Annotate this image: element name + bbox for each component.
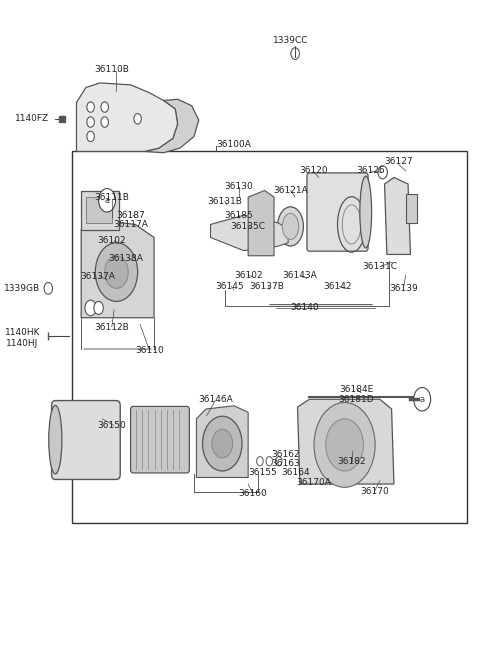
- Circle shape: [257, 457, 263, 466]
- Text: 1140FZ: 1140FZ: [15, 114, 49, 123]
- Bar: [81, 191, 119, 230]
- Text: 36163: 36163: [271, 458, 300, 468]
- Text: 36137B: 36137B: [250, 282, 285, 291]
- Text: 36110: 36110: [135, 346, 164, 355]
- Text: 36112B: 36112B: [95, 323, 129, 332]
- Circle shape: [212, 429, 233, 458]
- Circle shape: [87, 131, 95, 141]
- Text: 36138A: 36138A: [108, 254, 144, 263]
- Polygon shape: [196, 405, 248, 477]
- Polygon shape: [298, 400, 394, 484]
- Text: 36131C: 36131C: [362, 263, 397, 271]
- Text: 36131B: 36131B: [207, 197, 242, 206]
- Text: 36162: 36162: [272, 450, 300, 459]
- Polygon shape: [211, 215, 288, 251]
- Text: 1339CC: 1339CC: [273, 36, 308, 45]
- Circle shape: [291, 48, 300, 60]
- Text: 36145: 36145: [215, 282, 244, 291]
- Polygon shape: [81, 220, 154, 318]
- Text: 36137A: 36137A: [80, 272, 115, 281]
- Polygon shape: [144, 99, 199, 153]
- Text: 36111B: 36111B: [95, 193, 129, 202]
- Ellipse shape: [360, 176, 372, 248]
- Polygon shape: [384, 178, 410, 254]
- Text: a: a: [420, 395, 425, 403]
- Polygon shape: [248, 191, 274, 255]
- Circle shape: [85, 300, 96, 316]
- Text: 36110B: 36110B: [95, 66, 129, 75]
- FancyBboxPatch shape: [51, 401, 120, 479]
- Ellipse shape: [282, 214, 299, 240]
- Text: 36140: 36140: [290, 303, 319, 312]
- Text: 36127: 36127: [384, 157, 413, 166]
- Text: 36102: 36102: [97, 236, 126, 245]
- Text: a: a: [105, 196, 109, 205]
- Text: 36102: 36102: [234, 271, 263, 280]
- Bar: [86, 197, 112, 223]
- Circle shape: [266, 457, 273, 466]
- Circle shape: [203, 416, 242, 471]
- Ellipse shape: [49, 405, 62, 474]
- Circle shape: [378, 166, 387, 179]
- Text: 36155: 36155: [248, 468, 276, 477]
- Circle shape: [314, 403, 375, 487]
- Ellipse shape: [277, 207, 303, 246]
- Text: 36126: 36126: [356, 166, 385, 176]
- Circle shape: [101, 117, 108, 127]
- Text: 36150: 36150: [97, 421, 126, 430]
- Circle shape: [276, 457, 282, 466]
- Text: 36142: 36142: [323, 282, 352, 291]
- Circle shape: [414, 388, 431, 411]
- FancyBboxPatch shape: [131, 406, 190, 473]
- Text: 36120: 36120: [300, 166, 328, 176]
- Text: 36187: 36187: [116, 211, 145, 220]
- Text: 36181D: 36181D: [338, 395, 374, 403]
- Text: 36135C: 36135C: [231, 222, 265, 231]
- Text: 36164: 36164: [281, 468, 310, 477]
- Text: 36146A: 36146A: [198, 395, 233, 403]
- Circle shape: [134, 113, 142, 124]
- Text: 36130: 36130: [224, 182, 253, 191]
- FancyBboxPatch shape: [307, 173, 368, 251]
- Text: 1339GB: 1339GB: [4, 284, 40, 293]
- Text: 36185: 36185: [224, 211, 253, 220]
- Circle shape: [105, 255, 128, 288]
- Text: 36170A: 36170A: [297, 478, 331, 487]
- Text: 36143A: 36143A: [283, 271, 317, 280]
- Ellipse shape: [342, 205, 361, 244]
- Text: 36184E: 36184E: [339, 385, 373, 394]
- Circle shape: [87, 102, 95, 112]
- Polygon shape: [76, 83, 178, 151]
- Bar: [406, 194, 418, 223]
- Text: 36117A: 36117A: [113, 220, 148, 229]
- Text: 36139: 36139: [389, 284, 418, 293]
- Text: 1140HK: 1140HK: [5, 328, 40, 337]
- Circle shape: [326, 419, 363, 471]
- Circle shape: [96, 243, 138, 301]
- Text: 36100A: 36100A: [216, 140, 252, 149]
- Bar: [72, 151, 467, 523]
- Text: 36160: 36160: [239, 489, 267, 498]
- Text: 36182: 36182: [337, 457, 366, 466]
- Text: 1140HJ: 1140HJ: [6, 339, 38, 348]
- Text: 36121A: 36121A: [273, 186, 308, 195]
- Circle shape: [87, 117, 95, 127]
- Text: 36170: 36170: [361, 487, 389, 496]
- Circle shape: [44, 282, 52, 294]
- Circle shape: [98, 189, 116, 212]
- Circle shape: [101, 102, 108, 112]
- Circle shape: [94, 301, 103, 314]
